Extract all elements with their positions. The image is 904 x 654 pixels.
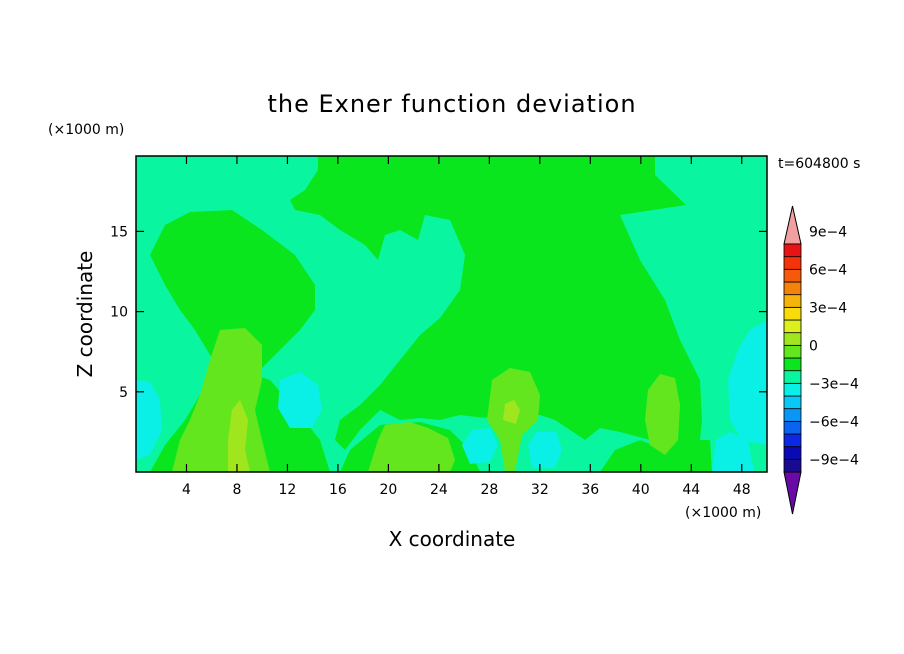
plume-level-1-x19-24 [368, 422, 455, 472]
colorbar-swatch [783, 370, 802, 384]
x-axis-label: X coordinate [389, 527, 516, 551]
positive-region-upper-left [150, 210, 315, 372]
colorbar-bottom-arrow [783, 471, 802, 515]
x-tick-label: 12 [279, 482, 297, 498]
colorbar-tick-label: 3e−4 [809, 300, 847, 316]
time-label: t=604800 s [778, 156, 860, 172]
cold-pocket-x32 [528, 432, 562, 468]
y-axis-ticks: 5 10 15 [110, 224, 767, 401]
y-tick-label: 15 [110, 224, 128, 240]
colorbar-tick-label: −6e−4 [809, 414, 859, 430]
plot-area [135, 155, 768, 473]
cold-pocket-x27 [462, 428, 498, 464]
x-unit-label: (×1000 m) [685, 505, 761, 521]
x-tick-label: 24 [430, 482, 448, 498]
colorbar-swatch [783, 433, 802, 448]
colorbar-tick-label: −9e−4 [809, 452, 859, 468]
colorbar-swatch [783, 458, 802, 473]
colorbar-swatch [783, 357, 802, 372]
x-tick-label: 20 [379, 482, 397, 498]
x-tick-label: 48 [733, 482, 751, 498]
y-unit-label: (×1000 m) [48, 122, 124, 138]
colorbar-swatch [783, 408, 802, 422]
y-tick-label: 10 [110, 305, 128, 321]
cold-pocket-left-edge [136, 380, 162, 460]
colorbar-tick-label: 0 [809, 338, 818, 354]
x-tick-label: 36 [581, 482, 599, 498]
x-tick-label: 32 [531, 482, 549, 498]
x-tick-label: 4 [182, 482, 191, 498]
colorbar: −9e−4 −6e−4 −3e−4 0 3e−4 6e−4 9e−4 [783, 205, 859, 515]
y-axis-label: Z coordinate [73, 251, 97, 378]
cold-pocket-right-edge [728, 320, 767, 445]
x-tick-label: 16 [329, 482, 347, 498]
cold-pocket-x13 [278, 372, 322, 428]
x-axis-ticks: 4 8 12 16 20 24 28 32 36 40 44 48 [182, 156, 751, 498]
x-tick-label: 44 [682, 482, 700, 498]
colorbar-swatch [783, 243, 802, 258]
positive-region-surface-right [600, 440, 712, 472]
plume-level-1-x40-42 [645, 374, 680, 455]
x-tick-label: 28 [480, 482, 498, 498]
colorbar-swatch [783, 319, 802, 334]
colorbar-tick-label: 6e−4 [809, 262, 847, 278]
colorbar-tick-label: −3e−4 [809, 376, 859, 392]
colorbar-swatch [783, 294, 802, 308]
colorbar-swatch [783, 281, 802, 296]
plume-level-2-x8 [228, 400, 250, 472]
colorbar-top-arrow [783, 205, 802, 245]
positive-region-upper-center [290, 156, 702, 455]
x-tick-label: 8 [232, 482, 241, 498]
colorbar-swatch [783, 395, 802, 410]
colorbar-swatch [783, 268, 802, 283]
colorbar-swatch [783, 420, 802, 435]
colorbar-swatch [783, 382, 802, 397]
chart-title: the Exner function deviation [267, 90, 636, 118]
cold-pocket-right-surface [712, 432, 755, 472]
y-tick-label: 5 [119, 385, 128, 401]
plume-level-2-x30 [503, 400, 520, 424]
colorbar-swatch [783, 306, 802, 321]
plot-frame [135, 155, 768, 473]
x-tick-label: 40 [632, 482, 650, 498]
colorbar-tick-label: 9e−4 [809, 224, 847, 240]
colorbar-swatch [783, 256, 802, 270]
colorbar-swatch [783, 344, 802, 359]
colorbar-swatch [783, 332, 802, 346]
colorbar-swatch [783, 446, 802, 460]
